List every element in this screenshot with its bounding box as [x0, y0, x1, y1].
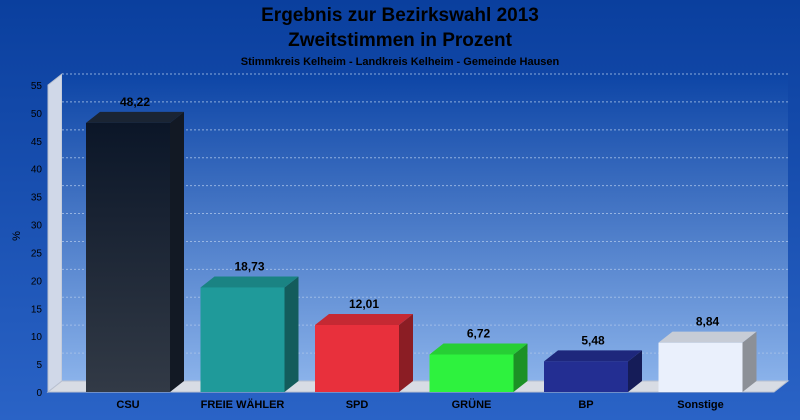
- bar-top: [86, 111, 184, 123]
- bar-top: [658, 331, 757, 343]
- bar-top: [315, 313, 413, 325]
- x-tick-label: FREIE WÄHLER: [201, 398, 285, 411]
- y-tick-label: 15: [31, 304, 43, 315]
- bar-front: [86, 122, 170, 392]
- bar-value-label: 48,22: [120, 95, 150, 109]
- bar-value-label: 18,73: [234, 259, 264, 273]
- bar-front: [315, 324, 399, 392]
- y-tick-label: 30: [31, 221, 43, 232]
- bar-side: [170, 111, 184, 392]
- bar-value-label: 6,72: [467, 326, 491, 340]
- bar-top: [429, 343, 528, 355]
- y-axis-ticks: 0 5 10 15 20 25 30 35 40 45 50 55: [31, 81, 43, 399]
- chart-caption: Stimmkreis Kelheim - Landkreis Kelheim -…: [241, 56, 560, 68]
- y-tick-label: 55: [31, 81, 43, 92]
- y-axis-label: %: [11, 231, 23, 241]
- bar-side: [513, 343, 528, 392]
- y-tick-label: 50: [31, 109, 43, 120]
- bar: [200, 276, 299, 392]
- plot-side-wall: [47, 72, 63, 394]
- bar-value-label: 8,84: [696, 315, 720, 329]
- x-tick-label: SPD: [346, 399, 369, 411]
- bar: [544, 350, 642, 392]
- y-tick-label: 0: [36, 388, 42, 399]
- x-tick-label: CSU: [116, 399, 139, 411]
- bar: [315, 313, 413, 392]
- bar-side: [742, 331, 757, 392]
- y-tick-label: 25: [31, 248, 43, 259]
- y-tick-label: 45: [31, 137, 43, 148]
- bar-side: [399, 313, 413, 392]
- bar-front: [544, 361, 628, 392]
- chart-title: Ergebnis zur Bezirkswahl 2013: [261, 5, 539, 26]
- y-tick-label: 20: [31, 276, 43, 287]
- bar: [86, 111, 184, 392]
- bar-side: [284, 276, 299, 392]
- bar: [429, 343, 528, 392]
- x-axis-ticks: CSU FREIE WÄHLER SPD GRÜNE BP Sonstige: [116, 398, 723, 411]
- x-tick-label: GRÜNE: [452, 398, 492, 411]
- bar-front: [429, 354, 514, 392]
- value-labels: 48,22 18,73 12,01 6,72 5,48 8,84: [120, 95, 720, 348]
- bar-value-label: 12,01: [349, 297, 379, 311]
- chart-subtitle: Zweitstimmen in Prozent: [288, 30, 512, 51]
- bar-value-label: 5,48: [581, 333, 605, 347]
- y-tick-label: 10: [31, 332, 43, 343]
- bar-side: [628, 350, 642, 392]
- bars: [86, 111, 757, 392]
- y-tick-label: 5: [36, 360, 42, 371]
- x-tick-label: Sonstige: [677, 399, 723, 411]
- bar-top: [544, 350, 642, 362]
- y-tick-label: 40: [31, 165, 43, 176]
- y-tick-label: 35: [31, 193, 43, 204]
- bar: [658, 331, 757, 392]
- bar-top: [200, 276, 299, 288]
- bar-front: [200, 287, 285, 392]
- x-tick-label: BP: [578, 399, 593, 411]
- bar-front: [658, 342, 743, 392]
